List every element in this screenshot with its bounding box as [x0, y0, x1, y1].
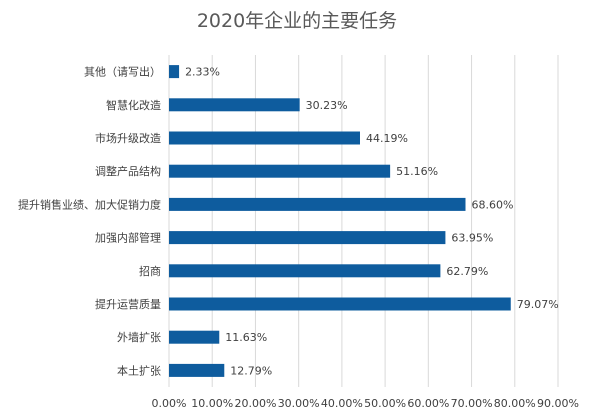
bar: [169, 98, 300, 112]
x-tick-label: 0.00%: [152, 397, 187, 410]
x-tick-label: 30.00%: [278, 397, 320, 410]
x-tick-label: 40.00%: [321, 397, 363, 410]
bar: [169, 231, 446, 245]
category-label: 提升销售业绩、加大促销力度: [18, 197, 161, 211]
data-label: 51.16%: [396, 165, 438, 178]
category-label: 加强内部管理: [95, 231, 161, 245]
bar: [169, 131, 360, 145]
category-label: 提升运营质量: [95, 297, 161, 311]
x-tick-label: 90.00%: [537, 397, 579, 410]
category-label: 智慧化改造: [106, 98, 161, 112]
x-tick-label: 50.00%: [364, 397, 406, 410]
data-label: 2.33%: [185, 66, 220, 79]
x-tick-label: 20.00%: [234, 397, 276, 410]
category-label: 市场升级改造: [95, 131, 161, 145]
bar: [169, 197, 466, 211]
data-label: 79.07%: [517, 298, 559, 311]
category-label: 招商: [139, 264, 161, 278]
category-label: 调整产品结构: [95, 164, 161, 178]
bar: [169, 363, 225, 377]
bar: [169, 330, 220, 344]
category-label: 外墙扩张: [117, 330, 161, 344]
x-tick-label: 70.00%: [451, 397, 493, 410]
bar: [169, 264, 441, 278]
category-label: 本土扩张: [117, 363, 161, 377]
bar: [169, 65, 180, 79]
x-tick-label: 10.00%: [191, 397, 233, 410]
data-label: 12.79%: [230, 364, 272, 377]
category-label: 其他（请写出）: [84, 65, 161, 79]
data-label: 11.63%: [225, 331, 267, 344]
data-label: 62.79%: [446, 265, 488, 278]
x-tick-label: 80.00%: [494, 397, 536, 410]
chart-title: 2020年企业的主要任务: [196, 10, 398, 32]
data-label: 63.95%: [451, 232, 493, 245]
bar: [169, 297, 511, 311]
data-label: 68.60%: [472, 198, 514, 211]
data-label: 30.23%: [306, 99, 348, 112]
data-label: 44.19%: [366, 132, 408, 145]
bar: [169, 164, 391, 178]
x-tick-label: 60.00%: [407, 397, 449, 410]
